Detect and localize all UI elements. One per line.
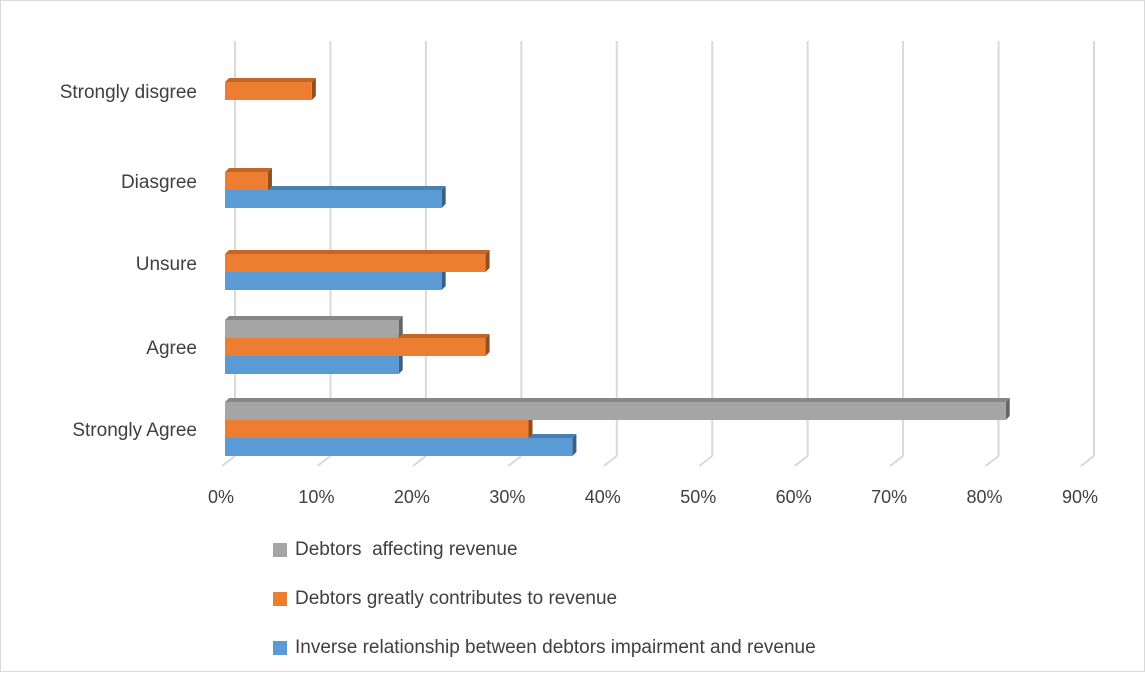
x-tick-labels: 0% 10% 20% 30% 40% 50% 60% 70% 80% 90% <box>208 487 1098 507</box>
gridlines <box>221 41 1095 467</box>
legend-label: Inverse relationship between debtors imp… <box>295 637 816 658</box>
gridline <box>507 41 523 467</box>
gridline <box>889 41 905 467</box>
x-tick-label: 50% <box>680 487 716 507</box>
category-label: Unsure <box>136 254 197 275</box>
legend-item: Inverse relationship between debtors imp… <box>273 635 816 661</box>
legend-label: Debtors affecting revenue <box>295 539 518 560</box>
category-label: Strongly disgree <box>60 82 197 103</box>
gridline <box>698 41 714 467</box>
legend-label: Debtors greatly contributes to revenue <box>295 588 618 609</box>
x-tick-label: 70% <box>871 487 907 507</box>
bar <box>225 250 490 272</box>
gridline <box>412 41 427 467</box>
bar <box>225 186 446 208</box>
x-tick-label: 20% <box>394 487 430 507</box>
bars <box>225 78 1010 456</box>
bar <box>225 316 403 338</box>
x-tick-label: 0% <box>208 487 234 507</box>
legend-swatch <box>273 641 287 655</box>
bar <box>225 168 272 190</box>
gridline <box>1080 41 1095 467</box>
x-tick-label: 60% <box>776 487 812 507</box>
x-tick-label: 30% <box>489 487 525 507</box>
x-tick-label: 80% <box>967 487 1003 507</box>
gridline <box>316 41 332 467</box>
category-labels: Strongly Agree Agree Unsure Diasgree Strongl… <box>60 82 197 441</box>
x-tick-label: 90% <box>1062 487 1098 507</box>
legend: Debtors affecting revenue Debtors greatly… <box>273 537 816 684</box>
gridline <box>794 41 809 467</box>
legend-item: Debtors affecting revenue <box>273 537 816 563</box>
x-tick-label: 40% <box>585 487 621 507</box>
category-label: Diasgree <box>121 172 197 193</box>
legend-swatch <box>273 543 287 557</box>
category-label: Agree <box>146 338 197 359</box>
gridline <box>221 41 236 467</box>
gridline <box>603 41 618 467</box>
bar <box>225 398 1010 420</box>
legend-swatch <box>273 592 287 606</box>
gridline <box>984 41 1000 467</box>
legend-item: Debtors greatly contributes to revenue <box>273 586 816 612</box>
x-tick-label: 10% <box>298 487 334 507</box>
category-label: Strongly Agree <box>72 420 197 441</box>
bar <box>225 78 316 100</box>
